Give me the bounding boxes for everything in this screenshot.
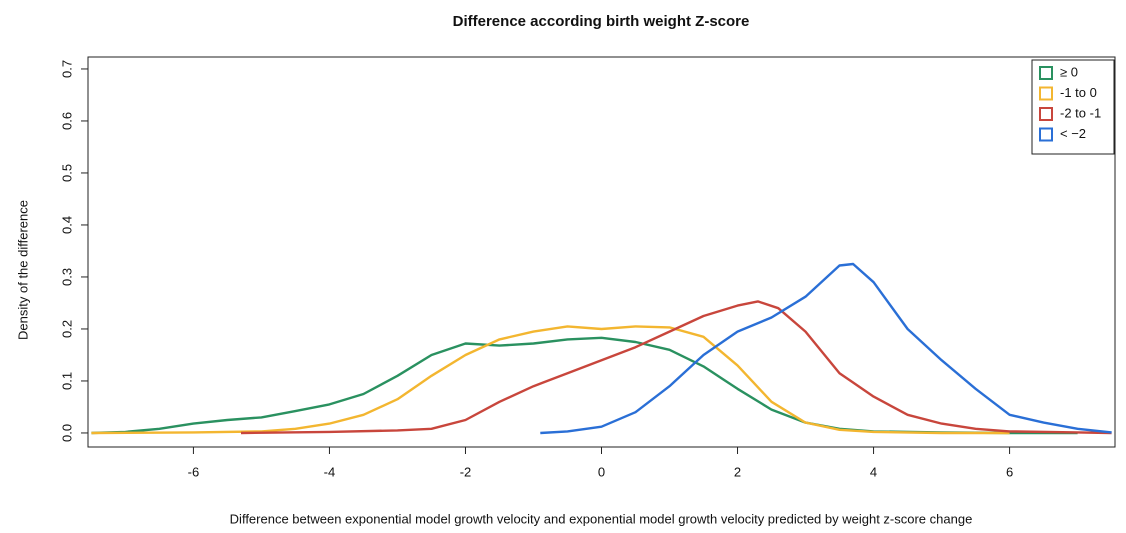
x-tick-label: 0 xyxy=(598,464,605,479)
density-line xyxy=(240,300,1112,435)
y-tick-label: 0.0 xyxy=(59,424,74,442)
x-tick-label: 2 xyxy=(734,464,741,479)
density-line xyxy=(540,262,1112,435)
x-tick-label: -4 xyxy=(324,464,336,479)
chart-title: Difference according birth weight Z-scor… xyxy=(453,13,750,30)
legend-swatch xyxy=(1039,107,1053,121)
legend-label: < −2 xyxy=(1060,126,1086,141)
density-line xyxy=(91,336,1078,435)
legend-label: -2 to -1 xyxy=(1060,105,1101,120)
y-tick-label: 0.5 xyxy=(59,164,74,182)
x-tick-label: -6 xyxy=(188,464,200,479)
legend-label: -1 to 0 xyxy=(1060,85,1097,100)
y-tick-label: 0.2 xyxy=(59,320,74,338)
plot-frame xyxy=(87,56,1116,448)
y-axis-label: Density of the difference xyxy=(15,200,30,340)
y-tick-label: 0.3 xyxy=(59,268,74,286)
legend-swatch xyxy=(1039,127,1053,142)
y-tick-label: 0.1 xyxy=(59,372,74,390)
x-tick-label: 4 xyxy=(870,464,877,479)
density-line xyxy=(91,325,1010,435)
legend-label: ≥ 0 xyxy=(1060,64,1078,79)
x-tick-label: -2 xyxy=(460,464,472,479)
legend-swatch xyxy=(1039,86,1053,101)
x-tick-label: 6 xyxy=(1006,464,1013,479)
x-axis-label: Difference between exponential model gro… xyxy=(230,511,973,526)
y-tick-label: 0.6 xyxy=(59,112,74,130)
y-tick-label: 0.7 xyxy=(59,60,74,78)
legend-swatch xyxy=(1039,66,1053,80)
y-tick-label: 0.4 xyxy=(59,216,74,234)
